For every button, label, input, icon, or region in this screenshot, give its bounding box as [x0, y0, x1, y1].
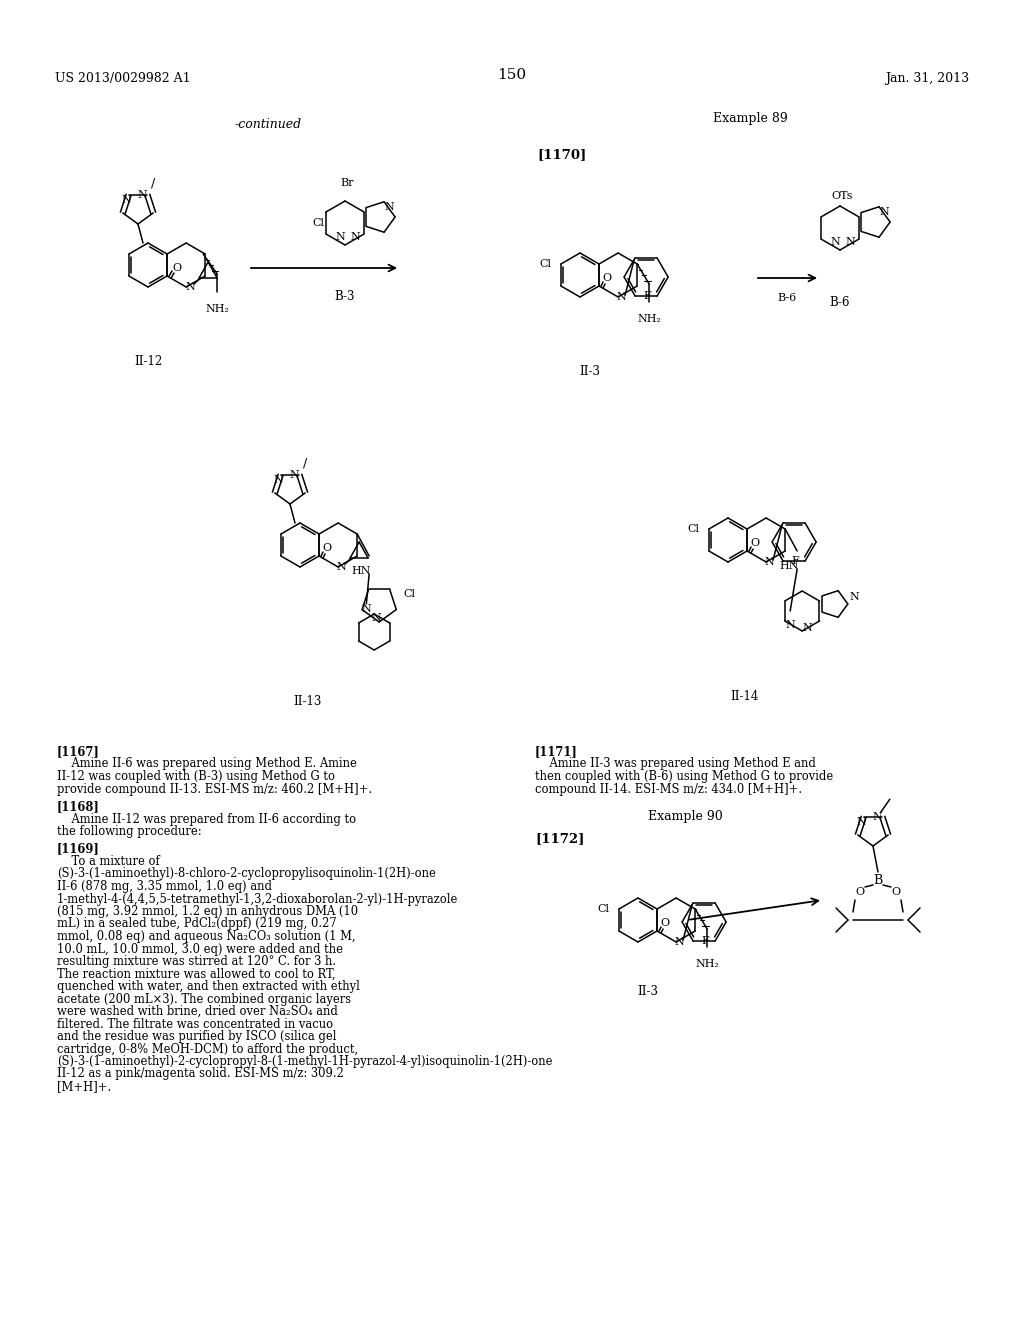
Text: N: N	[122, 195, 132, 205]
Text: cartridge, 0-8% MeOH-DCM) to afford the product,: cartridge, 0-8% MeOH-DCM) to afford the …	[57, 1043, 358, 1056]
Text: N: N	[185, 282, 195, 292]
Text: N: N	[336, 562, 346, 572]
Text: II-13: II-13	[294, 696, 323, 708]
Text: 150: 150	[498, 69, 526, 82]
Text: [M+H]+.: [M+H]+.	[57, 1080, 112, 1093]
Text: Amine II-3 was prepared using Method E and: Amine II-3 was prepared using Method E a…	[535, 758, 816, 771]
Text: Example 90: Example 90	[647, 810, 722, 822]
Text: resulting mixture was stirred at 120° C. for 3 h.: resulting mixture was stirred at 120° C.…	[57, 954, 336, 968]
Text: O: O	[660, 917, 670, 928]
Text: B-3: B-3	[335, 290, 355, 304]
Text: N: N	[850, 591, 859, 602]
Text: filtered. The filtrate was concentrated in vacuo: filtered. The filtrate was concentrated …	[57, 1018, 333, 1031]
Text: provide compound II-13. ESI-MS m/z: 460.2 [M+H]+.: provide compound II-13. ESI-MS m/z: 460.…	[57, 783, 372, 796]
Text: /: /	[303, 457, 307, 470]
Text: [1168]: [1168]	[57, 800, 100, 813]
Text: mmol, 0.08 eq) and aqueous Na₂CO₃ solution (1 M,: mmol, 0.08 eq) and aqueous Na₂CO₃ soluti…	[57, 931, 355, 942]
Text: N: N	[857, 817, 866, 828]
Text: N: N	[290, 470, 300, 480]
Text: B-6: B-6	[777, 293, 797, 304]
Text: N: N	[335, 232, 345, 242]
Text: were washed with brine, dried over Na₂SO₄ and: were washed with brine, dried over Na₂SO…	[57, 1005, 338, 1018]
Text: Cl: Cl	[403, 589, 415, 599]
Text: NH₂: NH₂	[637, 314, 662, 323]
Text: Cl: Cl	[539, 259, 551, 269]
Text: Cl: Cl	[687, 524, 699, 535]
Text: [1167]: [1167]	[57, 744, 100, 758]
Text: (S)-3-(1-aminoethyl)-2-cyclopropyl-8-(1-methyl-1H-pyrazol-4-yl)isoquinolin-1(2H): (S)-3-(1-aminoethyl)-2-cyclopropyl-8-(1-…	[57, 1055, 553, 1068]
Text: II-6 (878 mg, 3.35 mmol, 1.0 eq) and: II-6 (878 mg, 3.35 mmol, 1.0 eq) and	[57, 880, 272, 894]
Text: Amine II-12 was prepared from II-6 according to: Amine II-12 was prepared from II-6 accor…	[57, 813, 356, 825]
Text: O: O	[323, 543, 332, 553]
Text: [1170]: [1170]	[537, 148, 587, 161]
Text: O: O	[602, 273, 611, 282]
Text: Br: Br	[340, 178, 353, 187]
Text: O: O	[855, 887, 864, 898]
Text: O: O	[892, 887, 900, 898]
Text: N: N	[845, 238, 855, 247]
Text: Amine II-6 was prepared using Method E. Amine: Amine II-6 was prepared using Method E. …	[57, 758, 357, 771]
Text: N: N	[880, 207, 889, 216]
Text: N: N	[384, 202, 394, 213]
Text: O: O	[751, 539, 760, 548]
Text: O: O	[172, 263, 181, 273]
Text: Example 89: Example 89	[713, 112, 787, 125]
Text: The reaction mixture was allowed to cool to RT,: The reaction mixture was allowed to cool…	[57, 968, 336, 981]
Text: F: F	[792, 556, 799, 566]
Text: N: N	[830, 238, 840, 247]
Text: (S)-3-(1-aminoethyl)-8-chloro-2-cyclopropylisoquinolin-1(2H)-one: (S)-3-(1-aminoethyl)-8-chloro-2-cyclopro…	[57, 867, 436, 880]
Text: F: F	[643, 290, 651, 301]
Text: II-12 as a pink/magenta solid. ESI-MS m/z: 309.2: II-12 as a pink/magenta solid. ESI-MS m/…	[57, 1068, 344, 1081]
Text: II-3: II-3	[638, 985, 658, 998]
Text: HN: HN	[351, 566, 371, 576]
Text: To a mixture of: To a mixture of	[57, 855, 160, 869]
Text: [1169]: [1169]	[57, 842, 100, 855]
Text: (815 mg, 3.92 mmol, 1.2 eq) in anhydrous DMA (10: (815 mg, 3.92 mmol, 1.2 eq) in anhydrous…	[57, 906, 358, 917]
Text: US 2013/0029982 A1: US 2013/0029982 A1	[55, 73, 190, 84]
Text: N: N	[274, 475, 284, 484]
Text: NH₂: NH₂	[695, 960, 719, 969]
Text: II-3: II-3	[580, 366, 600, 378]
Text: II-14: II-14	[731, 690, 759, 704]
Text: -continued: -continued	[234, 117, 301, 131]
Text: then coupled with (B-6) using Method G to provide: then coupled with (B-6) using Method G t…	[535, 770, 834, 783]
Text: mL) in a sealed tube, PdCl₂(dppf) (219 mg, 0.27: mL) in a sealed tube, PdCl₂(dppf) (219 m…	[57, 917, 337, 931]
Text: Jan. 31, 2013: Jan. 31, 2013	[885, 73, 969, 84]
Text: acetate (200 mL×3). The combined organic layers: acetate (200 mL×3). The combined organic…	[57, 993, 351, 1006]
Text: N: N	[785, 620, 795, 630]
Text: II-12: II-12	[134, 355, 162, 368]
Text: HN: HN	[779, 561, 799, 572]
Text: N: N	[138, 190, 147, 201]
Text: B-6: B-6	[829, 296, 850, 309]
Text: OTs: OTs	[831, 191, 853, 201]
Text: /: /	[151, 177, 155, 190]
Text: and the residue was purified by ISCO (silica gel: and the residue was purified by ISCO (si…	[57, 1030, 337, 1043]
Text: N: N	[872, 812, 883, 822]
Text: the following procedure:: the following procedure:	[57, 825, 202, 838]
Text: 10.0 mL, 10.0 mmol, 3.0 eq) were added and the: 10.0 mL, 10.0 mmol, 3.0 eq) were added a…	[57, 942, 343, 956]
Text: Cl: Cl	[597, 904, 609, 913]
Text: F: F	[701, 936, 709, 946]
Text: N: N	[764, 557, 774, 568]
Text: N: N	[361, 603, 372, 614]
Text: N: N	[674, 937, 684, 946]
Text: NH₂: NH₂	[205, 304, 229, 314]
Text: II-12 was coupled with (B-3) using Method G to: II-12 was coupled with (B-3) using Metho…	[57, 770, 335, 783]
Text: compound II-14. ESI-MS m/z: 434.0 [M+H]+.: compound II-14. ESI-MS m/z: 434.0 [M+H]+…	[535, 783, 802, 796]
Text: N: N	[350, 232, 359, 242]
Text: N: N	[802, 623, 812, 634]
Text: B: B	[873, 874, 883, 887]
Text: [1172]: [1172]	[535, 832, 585, 845]
Text: N: N	[616, 292, 626, 302]
Text: 1-methyl-4-(4,4,5,5-tetramethyl-1,3,2-dioxaborolan-2-yl)-1H-pyrazole: 1-methyl-4-(4,4,5,5-tetramethyl-1,3,2-di…	[57, 892, 459, 906]
Text: Cl: Cl	[312, 218, 324, 228]
Text: [1171]: [1171]	[535, 744, 578, 758]
Text: quenched with water, and then extracted with ethyl: quenched with water, and then extracted …	[57, 979, 359, 993]
Text: N: N	[371, 614, 381, 623]
